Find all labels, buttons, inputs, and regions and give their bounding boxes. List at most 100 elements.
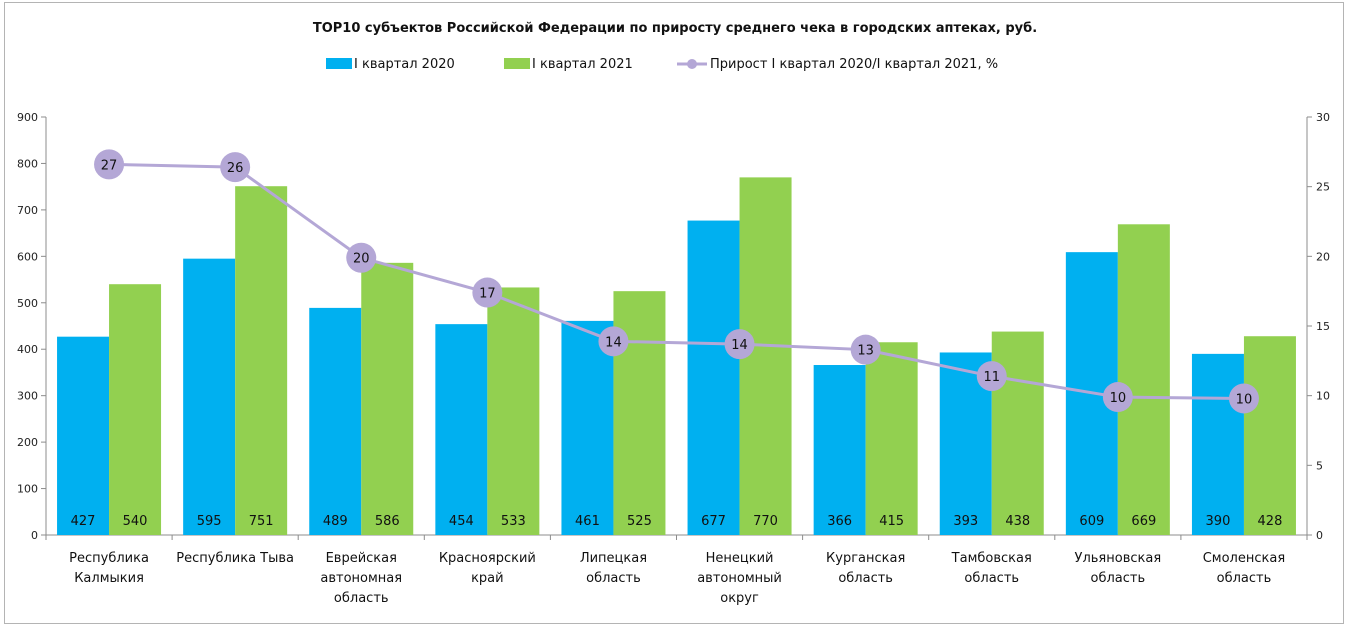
y-left-tick-label: 200	[17, 436, 38, 449]
category-label: Курганская область	[826, 551, 905, 586]
value-label-2020: 595	[197, 514, 222, 529]
value-label-2021: 438	[1005, 514, 1030, 529]
category-label-line: область	[334, 591, 389, 606]
value-label-2021: 669	[1131, 514, 1156, 529]
value-label-2021: 770	[753, 514, 778, 529]
bar-2021	[613, 291, 666, 535]
y-left-tick-label: 800	[17, 157, 38, 170]
growth-marker	[1228, 383, 1259, 414]
y-right-tick-label: 30	[1316, 111, 1330, 124]
value-label-2020: 366	[827, 514, 852, 529]
category-label-line: край	[471, 571, 504, 586]
bar-2020	[309, 307, 362, 535]
category-label-line: Ненецкий	[706, 551, 774, 566]
category-label-line: Еврейская	[326, 551, 397, 566]
category-label: Красноярский край	[439, 551, 536, 586]
growth-series-line	[109, 162, 1244, 400]
value-label-2021: 533	[501, 514, 526, 529]
bar-2020	[435, 324, 488, 535]
growth-line: 27 26 20 17 14 14 13 11 10 10	[94, 149, 1259, 414]
category-label-line: Тамбовская	[951, 551, 1032, 566]
bar-2021	[109, 284, 162, 535]
category-label-line: автономная	[320, 571, 402, 586]
growth-marker	[724, 329, 755, 360]
category-label-line: Ульяновская	[1075, 551, 1162, 566]
legend: I квартал 2020 I квартал 2021 Прирост I кв…	[326, 57, 998, 72]
y-left-tick-label: 100	[17, 483, 38, 496]
category-label: Тамбовская область	[951, 551, 1032, 586]
legend-label-2020: I квартал 2020	[354, 57, 455, 72]
value-label-2020: 454	[449, 514, 474, 529]
bar-2021	[235, 186, 288, 536]
category-label-line: Калмыкия	[74, 571, 144, 586]
category-label-line: Смоленская	[1203, 551, 1285, 566]
value-label-2020: 393	[953, 514, 978, 529]
bar-2020	[183, 258, 236, 535]
bar-2020	[561, 320, 614, 535]
bar-2021	[1117, 224, 1170, 535]
value-label-2020: 427	[71, 514, 96, 529]
growth-marker	[472, 277, 503, 308]
category-label-line: округ	[720, 591, 759, 606]
growth-marker	[850, 334, 881, 365]
growth-value-label: 27	[101, 158, 118, 173]
category-label: Республика Тыва	[176, 551, 294, 566]
y-left-tick-label: 300	[17, 390, 38, 403]
y-right-tick-label: 10	[1316, 390, 1330, 403]
y-left-tick-label: 500	[17, 297, 38, 310]
category-label-line: область	[586, 571, 641, 586]
value-label-2021: 415	[879, 514, 904, 529]
value-label-2021: 525	[627, 514, 652, 529]
bar-2020	[1191, 353, 1244, 535]
category-label-line: Республика	[69, 551, 149, 566]
growth-marker	[1102, 382, 1133, 413]
value-label-2020: 677	[701, 514, 726, 529]
category-labels: Республика Калмыкия Республика Тыва Еврейск…	[69, 551, 1285, 606]
y-right-tick-label: 0	[1316, 529, 1323, 542]
category-label-line: Курганская	[826, 551, 905, 566]
bars: 427 540 595 751 489 586 454 533 461 525 677 770 366 4…	[57, 177, 1296, 536]
category-label-line: область	[964, 571, 1019, 586]
bar-2021	[1243, 336, 1296, 535]
value-label-2021: 428	[1258, 514, 1283, 529]
legend-swatch-2021	[504, 58, 530, 69]
growth-value-label: 10	[1110, 391, 1127, 406]
value-label-2020: 489	[323, 514, 348, 529]
growth-value-label: 26	[227, 161, 244, 176]
bar-2021	[991, 331, 1044, 535]
growth-marker	[976, 361, 1007, 392]
value-label-2020: 461	[575, 514, 600, 529]
y-left-tick-label: 700	[17, 204, 38, 217]
category-label: Смоленская область	[1203, 551, 1285, 586]
bar-2021	[361, 262, 414, 535]
legend-swatch-2020	[326, 58, 352, 69]
growth-value-label: 14	[731, 338, 748, 353]
value-label-2021: 586	[375, 514, 400, 529]
legend-label-growth: Прирост I квартал 2020/I квартал 2021, %	[710, 57, 998, 72]
category-label: Еврейская автономная область	[320, 551, 402, 606]
category-label-line: Республика Тыва	[176, 551, 294, 566]
category-label-line: область	[1091, 571, 1146, 586]
legend-label-2021: I квартал 2021	[532, 57, 633, 72]
y-right-tick-label: 5	[1316, 459, 1323, 472]
category-label: Ульяновская область	[1075, 551, 1162, 586]
growth-marker	[94, 149, 125, 180]
bar-2021	[487, 287, 540, 535]
chart-title: TOP10 субъектов Российской Федерации по …	[313, 21, 1037, 36]
category-label: Республика Калмыкия	[69, 551, 149, 586]
y-right-tick-label: 25	[1316, 181, 1330, 194]
growth-value-label: 20	[353, 252, 370, 267]
category-label: Ненецкий автономный округ	[697, 551, 782, 606]
category-label: Липецкая область	[580, 551, 647, 586]
y-right-tick-label: 15	[1316, 320, 1330, 333]
axes: 0 100 200 300 400 500 600 700 800 900 0 5 10 15 20 25 30	[17, 111, 1330, 542]
growth-marker	[220, 152, 251, 183]
category-label-line: Липецкая	[580, 551, 647, 566]
bar-2020	[813, 365, 866, 535]
growth-marker	[598, 326, 629, 357]
category-label-line: автономный	[697, 571, 782, 586]
growth-value-label: 10	[1236, 392, 1253, 407]
value-label-2020: 609	[1079, 514, 1104, 529]
category-label-line: Красноярский	[439, 551, 536, 566]
